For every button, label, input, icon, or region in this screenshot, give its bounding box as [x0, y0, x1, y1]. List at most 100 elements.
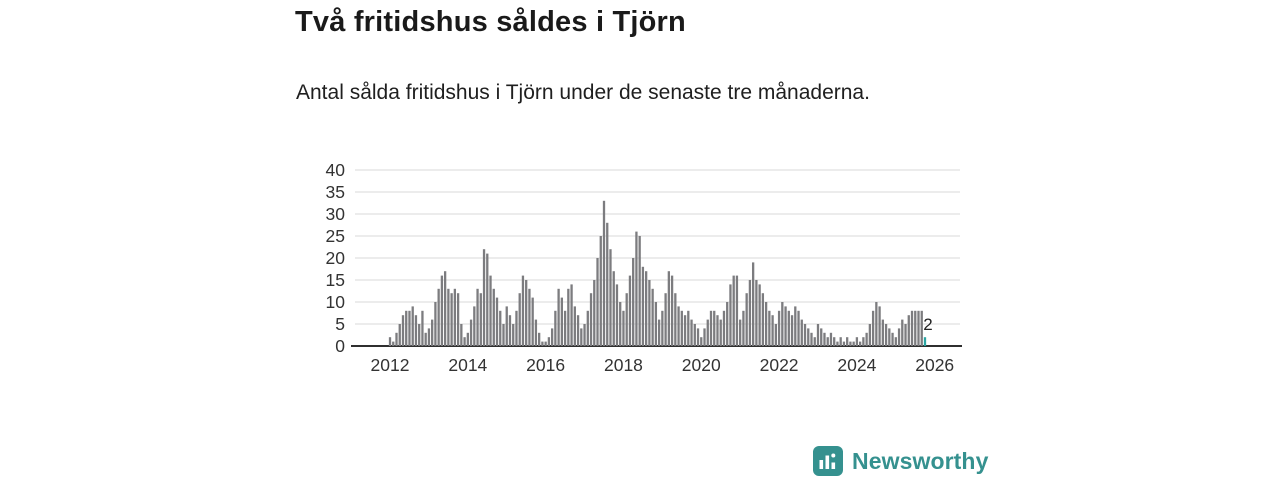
bar — [716, 315, 719, 346]
bar — [888, 328, 891, 346]
bar — [453, 288, 457, 346]
bar — [489, 275, 492, 346]
bar — [784, 306, 787, 346]
bar — [855, 337, 859, 346]
bar — [803, 324, 807, 346]
bar — [619, 302, 622, 346]
bar — [700, 337, 703, 346]
bar — [602, 200, 606, 346]
bar — [583, 324, 586, 346]
bar — [667, 271, 670, 346]
bar — [625, 293, 628, 346]
bar — [846, 337, 849, 346]
bar — [914, 310, 917, 346]
bar — [473, 306, 476, 346]
bar — [622, 310, 625, 346]
bar — [525, 280, 528, 346]
bar — [395, 332, 398, 346]
x-tick-label: 2016 — [526, 355, 565, 375]
bar — [790, 315, 794, 346]
x-tick-label: 2012 — [371, 355, 410, 375]
bar — [729, 284, 732, 346]
bar — [641, 266, 645, 346]
bar — [463, 337, 466, 346]
bar — [787, 310, 790, 346]
x-tick-label: 2024 — [837, 355, 876, 375]
bar — [635, 231, 638, 346]
bar — [632, 258, 635, 346]
bar — [550, 328, 554, 346]
bar — [904, 324, 907, 346]
bar — [576, 315, 580, 346]
bar — [829, 332, 833, 346]
bar — [680, 310, 683, 346]
newsworthy-logo[interactable]: Newsworthy — [813, 444, 988, 478]
chart-figure: 0 5 10 15 20 25 30 35 40 2012 2014 2016 2018 2020 2022… — [255, 160, 975, 385]
bar — [398, 324, 401, 346]
bar — [411, 306, 414, 346]
bar — [434, 302, 437, 346]
bar — [460, 324, 463, 346]
bar — [469, 319, 473, 346]
bar — [839, 337, 842, 346]
bar — [703, 328, 706, 346]
bar — [414, 315, 418, 346]
bar — [726, 302, 729, 346]
bar — [836, 341, 839, 346]
bar — [751, 262, 755, 346]
bar — [554, 310, 557, 346]
bar — [797, 310, 800, 346]
bar — [563, 310, 567, 346]
bar — [502, 324, 505, 346]
bar — [868, 324, 872, 346]
bar — [833, 337, 836, 346]
bar — [541, 341, 544, 346]
bar — [405, 310, 408, 346]
bar — [842, 341, 846, 346]
bar — [505, 306, 508, 346]
chart-subtitle: Antal sålda fritidshus i Tjörn under de … — [296, 81, 870, 104]
bar — [534, 319, 538, 346]
bar — [748, 280, 752, 346]
bar — [531, 297, 534, 346]
bar — [638, 236, 641, 346]
bar — [408, 310, 411, 346]
x-tick-label: 2018 — [604, 355, 643, 375]
bar — [781, 302, 784, 346]
bar — [881, 319, 884, 346]
bar — [392, 341, 395, 346]
bar — [544, 341, 547, 346]
bar — [557, 288, 560, 346]
y-tick-label: 30 — [326, 204, 346, 224]
bar — [871, 310, 875, 346]
bar — [648, 280, 651, 346]
bar — [690, 319, 693, 346]
bar — [674, 293, 677, 346]
bar — [570, 284, 573, 346]
bar — [427, 328, 431, 346]
bar — [771, 315, 774, 346]
bar — [774, 324, 777, 346]
bar — [450, 293, 453, 346]
bar — [466, 332, 469, 346]
bar — [732, 275, 735, 346]
page-title: Två fritidshus såldes i Tjörn — [295, 6, 686, 38]
bar — [547, 337, 551, 346]
bar — [657, 319, 661, 346]
bar — [826, 337, 829, 346]
y-tick-label: 10 — [326, 292, 346, 312]
bar — [560, 297, 564, 346]
bar — [865, 332, 868, 346]
bar — [739, 319, 742, 346]
bar — [499, 310, 502, 346]
bar — [589, 293, 593, 346]
y-tick-label: 40 — [326, 160, 346, 180]
bar — [615, 284, 619, 346]
bar — [884, 324, 888, 346]
bar — [706, 319, 709, 346]
bar — [670, 275, 674, 346]
bar — [401, 315, 405, 346]
bar — [518, 293, 521, 346]
bar — [858, 341, 862, 346]
bar — [573, 306, 576, 346]
